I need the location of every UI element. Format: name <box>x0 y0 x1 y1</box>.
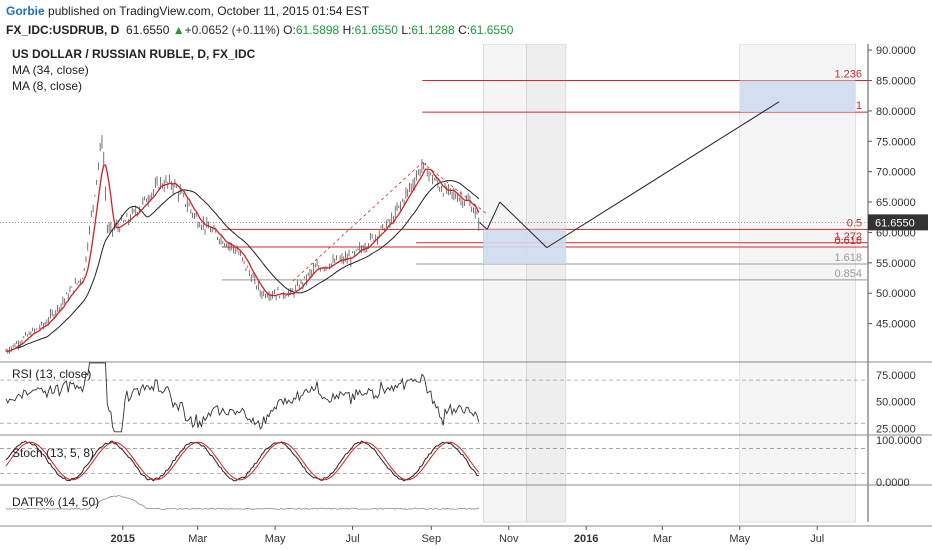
projection-segment <box>546 101 780 249</box>
legend-ma34: MA (34, close) <box>12 63 89 77</box>
author-link[interactable]: Gorbie <box>6 4 45 18</box>
time-tick-label: May <box>265 533 286 545</box>
last-price-tag <box>868 214 928 231</box>
trend-dashed-line <box>422 162 488 215</box>
price-tick-label: 45.0000 <box>876 319 916 331</box>
datr-line <box>5 495 479 510</box>
rsi-title: RSI (13, close) <box>12 367 91 381</box>
time-tick-label: Jul <box>810 533 824 545</box>
fib-label: 1.618 <box>834 252 862 264</box>
chart-title: US DOLLAR / RUSSIAN RUBLE, D, FX_IDC <box>12 47 256 61</box>
last-price: 61.6550 <box>126 23 170 37</box>
time-tick-label: Mar <box>653 533 672 545</box>
time-tick-label: Mar <box>188 533 207 545</box>
symbol-label: FX_IDC:USDRUB, D <box>6 23 120 37</box>
ma34-line <box>5 179 480 352</box>
projection-path[interactable] <box>292 101 780 282</box>
time-tick-label: 2015 <box>111 533 135 545</box>
price-tick-label: 55.0000 <box>876 258 916 270</box>
fib-label: 1 <box>856 100 862 112</box>
price-tick-label: 80.0000 <box>876 106 916 118</box>
low-label: L: <box>401 23 412 37</box>
rsi-tick-label: 75.0000 <box>876 370 916 382</box>
low-value: 61.1288 <box>411 23 455 37</box>
projection-segment <box>479 221 488 230</box>
high-label: H: <box>342 23 355 37</box>
lower-target-box <box>483 229 566 265</box>
shaded-regions <box>483 44 856 523</box>
price-axis: 90.0000 85.0000 80.0000 75.0000 70.0000 65.00… <box>0 45 928 489</box>
close-label: C: <box>458 23 471 37</box>
shaded-region <box>739 44 856 523</box>
time-tick-label: Jul <box>346 533 360 545</box>
change-value: +0.0652 (+0.11%) <box>184 23 280 37</box>
shaded-region <box>526 44 567 523</box>
ohlc-line: FX_IDC:USDRUB, D 61.6550 ▲+0.0652 (+0.11… <box>6 23 513 37</box>
upper-target-box <box>739 80 856 113</box>
time-tick-label: 2016 <box>574 533 598 545</box>
change-up-icon: ▲ <box>172 23 185 37</box>
rsi-line <box>5 362 480 433</box>
fib-label: 0.5 <box>847 217 862 229</box>
publish-line: Gorbie published on TradingView.com, Oct… <box>6 4 369 18</box>
datr-title: DATR% (14, 50) <box>12 495 99 509</box>
legend-ma8: MA (8, close) <box>12 79 82 93</box>
moving-averages <box>5 164 480 352</box>
time-tick-label: Nov <box>499 533 519 545</box>
stoch-k-line <box>5 440 479 482</box>
rsi-tick-label: 25.0000 <box>876 424 916 436</box>
time-tick-label: May <box>729 533 750 545</box>
price-tick-label: 75.0000 <box>876 136 916 148</box>
price-tick-label: 50.0000 <box>876 288 916 300</box>
close-value: 61.6550 <box>470 23 514 37</box>
rsi-tick-label: 50.0000 <box>876 397 916 409</box>
high-value: 61.6550 <box>354 23 398 37</box>
price-tick-label: 60.0000 <box>876 227 916 239</box>
stoch-title: Stoch (13, 5, 8) <box>12 446 94 460</box>
last-price-label: 61.6550 <box>875 217 915 229</box>
trend-dashed-line <box>292 162 423 282</box>
fib-label: 1.236 <box>834 68 862 80</box>
projection-segment <box>486 201 501 230</box>
projection-segment <box>499 201 548 248</box>
fib-label: 0.618 <box>834 235 862 247</box>
indicator-panes <box>5 362 480 510</box>
price-tick-label: 70.0000 <box>876 167 916 179</box>
open-label: O: <box>283 23 296 37</box>
time-tick-label: Sep <box>421 533 441 545</box>
price-tick-label: 85.0000 <box>876 75 916 87</box>
chart-header: Gorbie published on TradingView.com, Oct… <box>0 0 932 44</box>
stoch-tick-label: 0.0000 <box>876 477 910 489</box>
publish-info: published on TradingView.com, October 11… <box>48 4 370 18</box>
shaded-region <box>483 44 527 523</box>
price-tick-label: 65.0000 <box>876 197 916 209</box>
ma8-line <box>5 164 480 352</box>
target-boxes[interactable] <box>483 80 856 265</box>
stoch-tick-label: 100.0000 <box>876 435 922 447</box>
price-tick-label: 90.0000 <box>876 45 916 57</box>
pane-titles: US DOLLAR / RUSSIAN RUBLE, D, FX_IDC MA … <box>12 47 256 509</box>
open-value: 61.5898 <box>295 23 340 37</box>
fib-label: 1.272 <box>834 231 862 243</box>
stoch-d-line <box>5 441 480 481</box>
fib-label: 0.854 <box>834 268 862 280</box>
time-axis: 2015 Mar May Jul Sep Nov 2016 Mar May Jul <box>111 526 824 545</box>
